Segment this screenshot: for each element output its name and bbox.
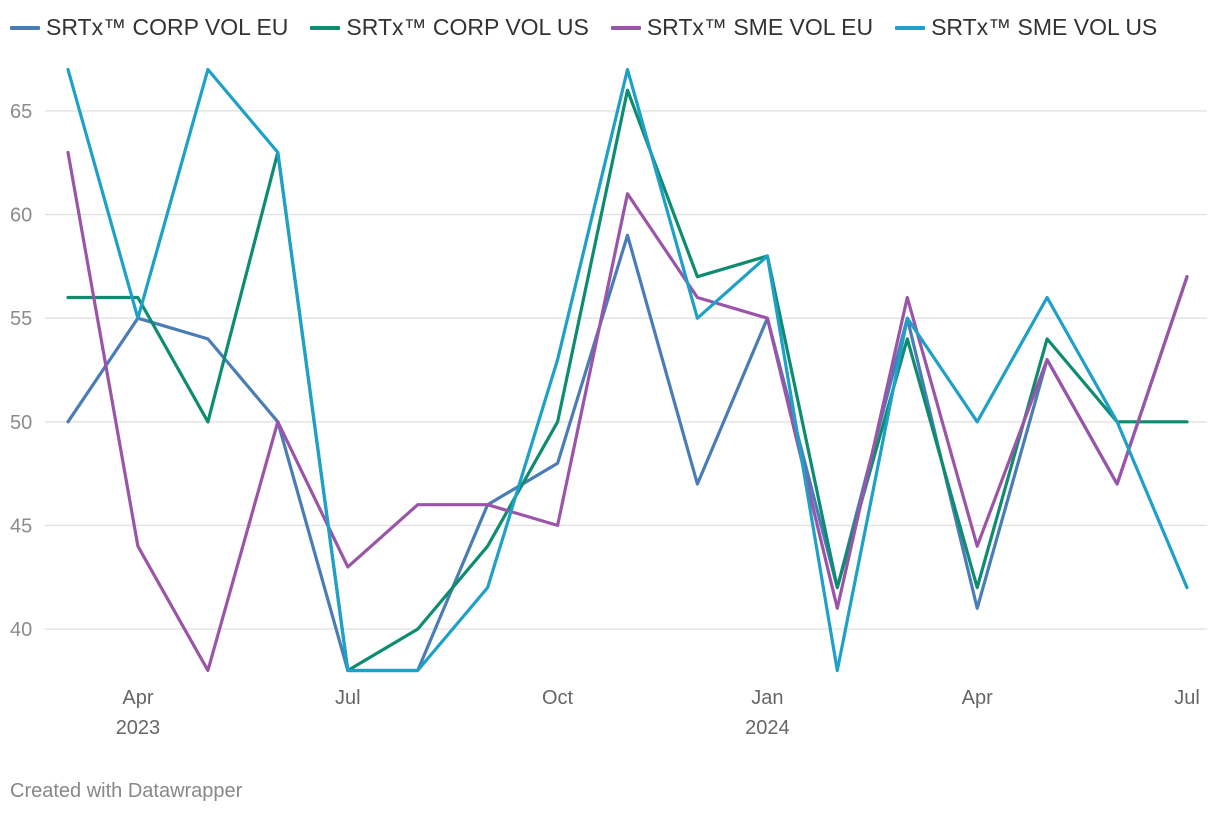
legend: SRTx™ CORP VOL EU SRTx™ CORP VOL US SRTx… xyxy=(10,14,1157,41)
y-tick-label: 45 xyxy=(10,515,32,537)
y-tick-label: 65 xyxy=(10,101,32,123)
series-line-3 xyxy=(66,150,1189,673)
x-tick-label: Jul xyxy=(335,687,361,709)
y-tick-label: 55 xyxy=(10,308,32,330)
legend-swatch xyxy=(10,25,40,30)
y-axis-ticks: 40 45 50 55 60 65 xyxy=(10,101,32,641)
x-tick-year-label: 2024 xyxy=(745,717,790,739)
legend-label: SRTx™ SME VOL US xyxy=(931,14,1158,40)
legend-item-sme-vol-eu: SRTx™ SME VOL EU xyxy=(610,14,874,41)
legend-swatch xyxy=(610,25,641,30)
legend-label: SRTx™ CORP VOL US xyxy=(346,14,589,40)
legend-label: SRTx™ CORP VOL EU xyxy=(46,14,289,40)
x-tick-year-label: 2023 xyxy=(116,717,161,739)
datawrapper-credit: Created with Datawrapper xyxy=(10,780,243,802)
x-tick-label: Apr xyxy=(962,687,993,709)
legend-item-corp-vol-us: SRTx™ CORP VOL US xyxy=(310,14,589,41)
series-line-2 xyxy=(66,88,1189,673)
legend-item-corp-vol-eu: SRTx™ CORP VOL EU xyxy=(10,14,288,41)
x-axis-ticks: Apr 2023 Jul Oct Jan 2024 Apr Jul xyxy=(116,687,1200,739)
legend-swatch xyxy=(895,25,926,30)
y-tick-label: 40 xyxy=(10,619,32,641)
x-tick-label: Jan xyxy=(751,687,783,709)
y-tick-label: 60 xyxy=(10,205,32,227)
series-line-1 xyxy=(66,233,1189,673)
legend-item-sme-vol-us: SRTx™ SME VOL US xyxy=(895,14,1157,41)
gridlines xyxy=(45,110,1207,630)
series-lines xyxy=(66,67,1189,673)
x-tick-label: Jul xyxy=(1174,687,1200,709)
x-tick-label: Apr xyxy=(122,687,153,709)
x-tick-label: Oct xyxy=(542,687,574,709)
y-tick-label: 50 xyxy=(10,412,32,434)
legend-label: SRTx™ SME VOL EU xyxy=(646,14,874,40)
legend-swatch xyxy=(310,25,341,30)
series-line-4 xyxy=(66,67,1189,673)
